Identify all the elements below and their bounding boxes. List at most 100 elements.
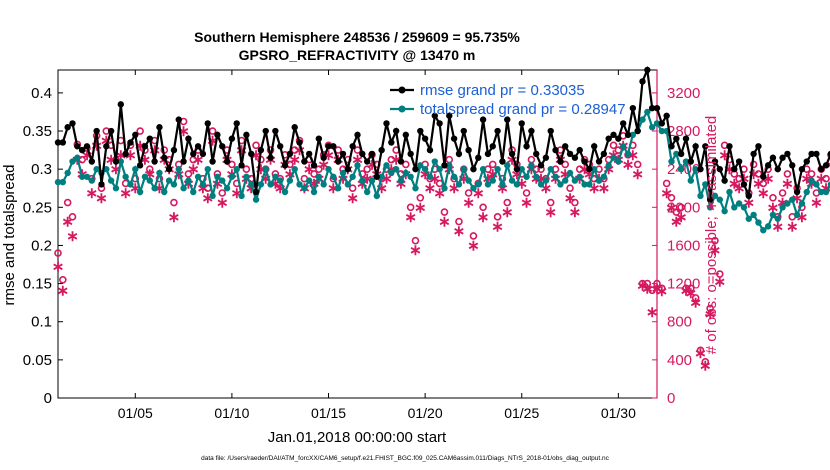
totalspread-marker: [513, 181, 521, 188]
rmse-marker: [248, 150, 255, 158]
totalspread-marker: [687, 177, 695, 184]
rmse-marker: [426, 146, 434, 154]
obs-assimilated-marker: ∗: [670, 214, 683, 231]
totalspread-marker: [107, 177, 115, 184]
rmse-marker: [310, 162, 318, 169]
rmse-marker: [571, 154, 579, 161]
y-axis-label-left: rmse and totalspread: [1, 165, 18, 306]
obs-possible-marker: [658, 284, 666, 293]
totalspread-marker: [175, 165, 182, 173]
totalspread-marker: [170, 181, 178, 188]
rmse-marker: [745, 192, 752, 200]
totalspread-marker: [523, 173, 530, 180]
obs-possible-marker: [609, 141, 618, 150]
totalspread-marker: [151, 185, 158, 192]
totalspread-marker: [88, 177, 96, 184]
obs-possible-marker: [706, 304, 714, 313]
rmse-marker: [562, 143, 569, 150]
totalspread-marker: [803, 188, 810, 196]
rmse-marker: [132, 131, 139, 139]
totalspread-marker: [132, 165, 139, 173]
totalspread-marker: [156, 169, 163, 177]
obs-possible-marker: [59, 275, 67, 284]
obs-possible-marker: [184, 170, 193, 178]
obs-possible-marker: [310, 170, 318, 178]
totalspread-marker: [243, 173, 250, 180]
totalspread-marker: [629, 131, 637, 139]
rmse-marker: [450, 135, 458, 142]
obs-assimilated-marker: ∗: [467, 237, 480, 254]
y-tick-label-left: 0: [44, 390, 52, 407]
totalspread-marker: [764, 223, 772, 230]
rmse-marker: [789, 162, 796, 169]
obs-assimilated-marker: ∗: [520, 195, 533, 212]
obs-possible-marker: [493, 213, 502, 221]
obs-possible-marker: [711, 236, 719, 245]
obs-assimilated-marker: ∗: [622, 156, 635, 173]
y-tick-label-left: 0.35: [23, 123, 52, 140]
rmse-marker: [291, 124, 298, 131]
obs-possible-marker: [769, 193, 777, 202]
totalspread-marker: [117, 158, 124, 165]
totalspread-marker: [789, 196, 796, 203]
totalspread-marker: [745, 215, 752, 222]
totalspread-marker: [354, 162, 361, 169]
totalspread-marker: [808, 177, 815, 184]
rmse-marker: [755, 143, 762, 150]
rmse-marker: [136, 162, 144, 169]
totalspread-marker: [731, 204, 738, 211]
chart-title-line2: GPSRO_REFRACTIVITY @ 13470 m: [239, 47, 476, 63]
obs-assimilated-marker: ∗: [651, 280, 664, 297]
rmse-marker: [523, 143, 530, 150]
y-tick-label-left: 0.4: [31, 85, 52, 102]
rmse-marker: [528, 127, 535, 135]
rmse-marker: [107, 127, 115, 135]
totalspread-marker: [141, 173, 149, 180]
totalspread-marker: [397, 177, 405, 184]
rmse-marker: [64, 124, 71, 131]
obs-possible-marker: [575, 165, 584, 173]
obs-possible-marker: [68, 213, 77, 221]
totalspread-marker: [223, 185, 231, 192]
obs-possible-marker: [252, 141, 260, 150]
rmse-marker: [305, 150, 313, 158]
rmse-marker: [185, 135, 192, 142]
totalspread-marker: [281, 188, 289, 196]
rmse-marker: [431, 112, 438, 119]
rmse-marker: [827, 150, 830, 157]
obs-possible-marker: [242, 165, 251, 173]
obs-possible-marker: [653, 279, 661, 288]
totalspread-marker: [54, 178, 62, 186]
y-tick-label-left: 0.05: [23, 352, 52, 369]
rmse-marker: [412, 165, 419, 173]
rmse-marker: [595, 158, 603, 165]
rmse-marker: [818, 165, 825, 173]
rmse-marker: [494, 127, 501, 135]
obs-possible-marker: [822, 174, 830, 183]
rmse-marker: [54, 139, 62, 146]
rmse-marker: [663, 112, 670, 119]
rmse-marker: [634, 127, 641, 135]
rmse-marker: [441, 162, 448, 169]
obs-assimilated-marker: ∗: [771, 218, 784, 235]
obs-assimilated-marker: ∗: [646, 304, 659, 321]
totalspread-marker: [64, 169, 71, 177]
obs-assimilated-marker: ∗: [86, 185, 99, 202]
totalspread-marker: [600, 173, 608, 180]
rmse-marker: [784, 150, 791, 158]
rmse-marker: [547, 127, 554, 135]
totalspread-marker: [368, 177, 376, 184]
y-tick-label-left: 0.3: [31, 161, 52, 178]
rmse-marker: [388, 139, 395, 146]
legend-totalspread-label: totalspread grand pr = 0.28947: [420, 101, 626, 118]
totalspread-marker: [533, 173, 540, 180]
rmse-marker: [277, 143, 284, 150]
totalspread-marker: [320, 181, 327, 188]
obs-assimilated-marker: ∗: [409, 242, 422, 259]
rmse-marker: [465, 146, 472, 154]
rmse-marker: [354, 131, 361, 139]
rmse-marker: [74, 143, 81, 150]
rmse-marker: [122, 150, 129, 158]
totalspread-marker: [363, 188, 371, 196]
rmse-marker: [296, 139, 303, 146]
